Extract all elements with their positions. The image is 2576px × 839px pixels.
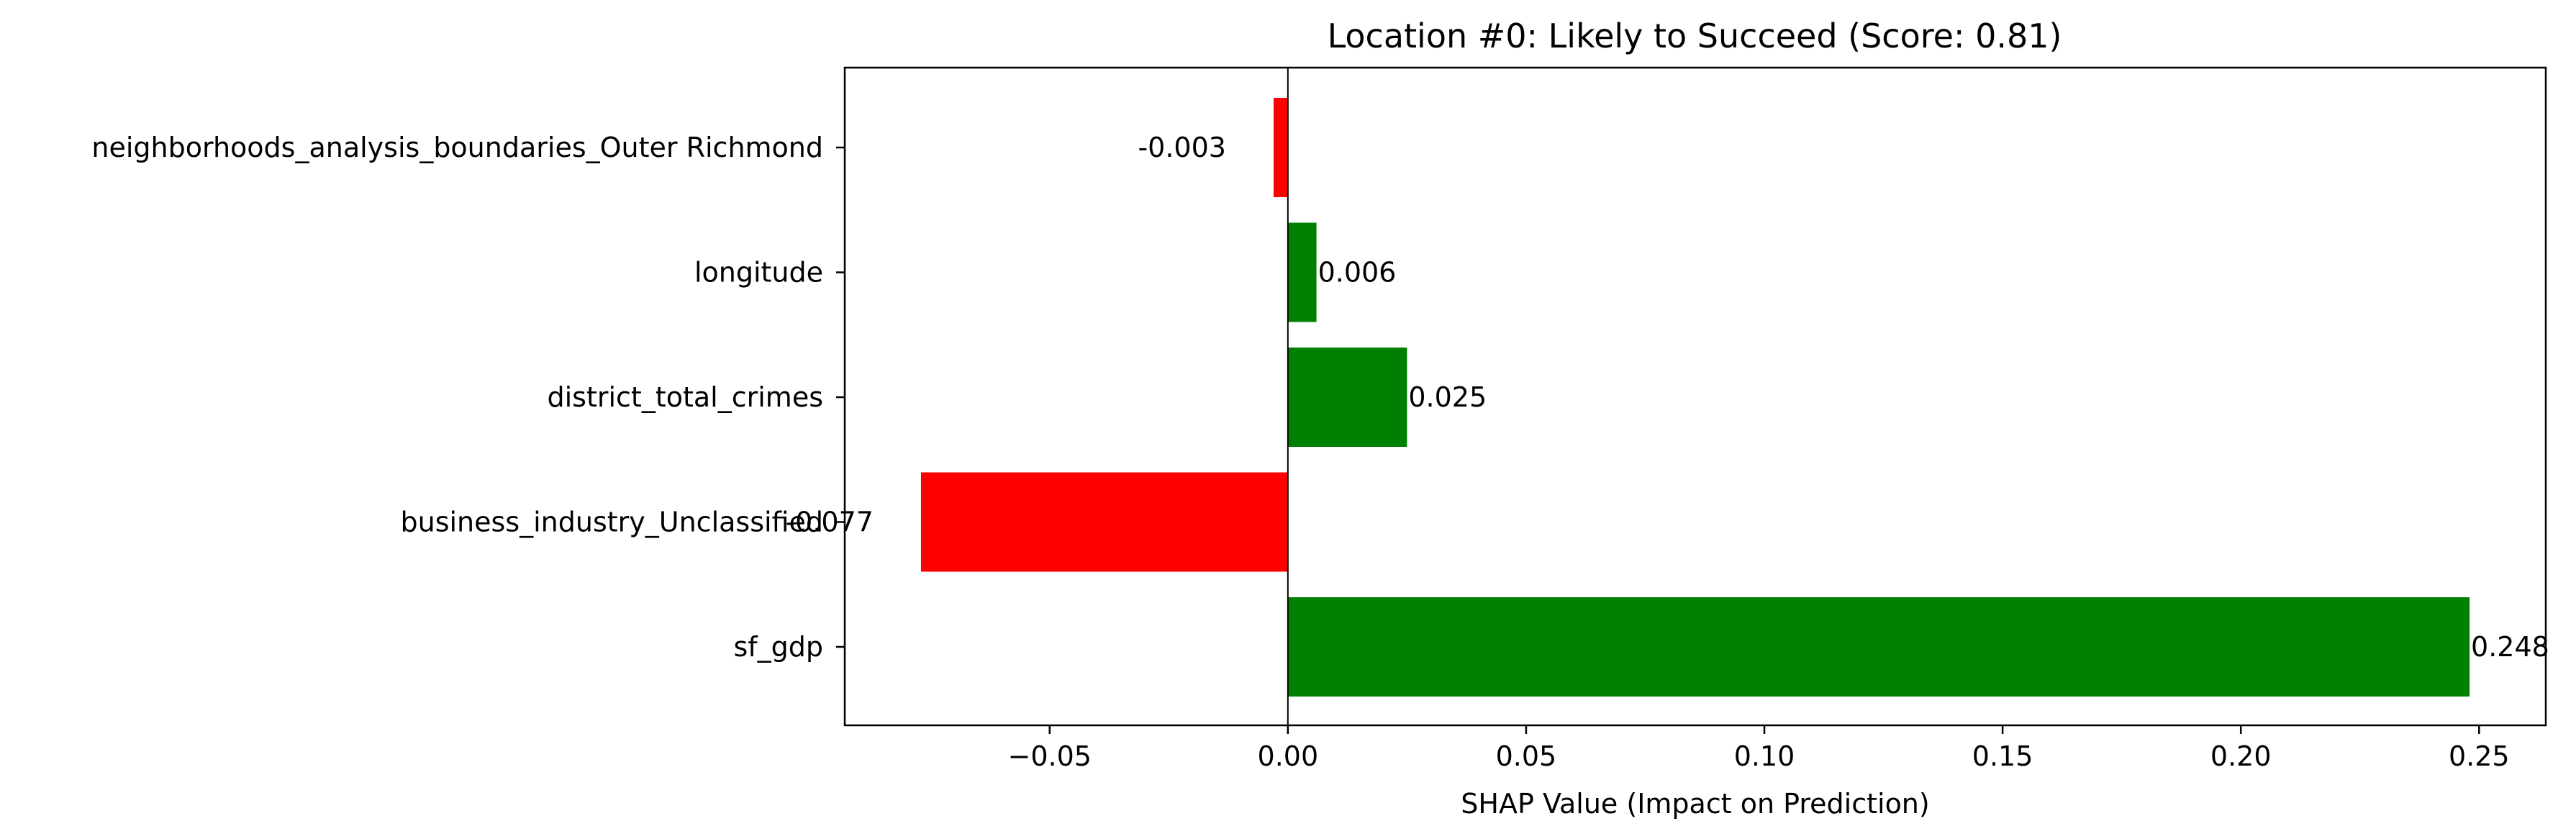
bar-value-label-2: 0.025 <box>1408 381 1487 413</box>
x-tick-label-1: 0.00 <box>1258 740 1319 772</box>
bars-layer <box>920 98 2470 697</box>
labels-layer: -0.003 0.006 0.025 -0.077 0.248 <box>785 132 2549 663</box>
y-tick-label-4: sf_gdp <box>733 631 823 663</box>
bar-4 <box>1287 597 2470 697</box>
y-tick-label-0: neighborhoods_analysis_boundaries_Outer … <box>91 132 823 163</box>
x-tick-label-6: 0.25 <box>2449 740 2510 772</box>
bar-1 <box>1287 222 1317 322</box>
x-axis: −0.05 0.00 0.05 0.10 0.15 0.20 0.25 <box>1008 725 2510 772</box>
x-axis-label: SHAP Value (Impact on Prediction) <box>1461 788 1929 820</box>
y-tick-label-3: business_industry_Unclassified <box>401 507 824 538</box>
y-axis: neighborhoods_analysis_boundaries_Outer … <box>91 132 845 663</box>
y-tick-label-1: longitude <box>694 257 823 289</box>
x-tick-label-0: −0.05 <box>1008 740 1092 772</box>
bar-value-label-1: 0.006 <box>1318 257 1397 289</box>
x-tick-label-2: 0.05 <box>1496 740 1557 772</box>
x-tick-label-4: 0.15 <box>1972 740 2033 772</box>
bar-value-label-3: -0.077 <box>785 507 874 538</box>
chart-title: Location #0: Likely to Succeed (Score: 0… <box>1328 17 2062 55</box>
x-tick-label-3: 0.10 <box>1734 740 1795 772</box>
bar-0 <box>1273 98 1288 197</box>
bar-value-label-4: 0.248 <box>2471 631 2549 663</box>
bar-value-label-0: -0.003 <box>1138 132 1226 163</box>
bar-2 <box>1287 348 1407 447</box>
y-tick-label-2: district_total_crimes <box>547 381 823 413</box>
x-tick-label-5: 0.20 <box>2210 740 2272 772</box>
bar-3 <box>920 472 1288 572</box>
